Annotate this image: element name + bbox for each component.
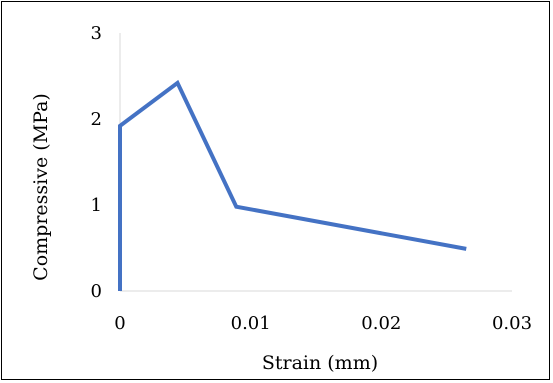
x-tick-label: 0.03 — [492, 313, 532, 334]
x-tick-label: 0.02 — [361, 313, 401, 334]
y-tick-label: 3 — [91, 23, 102, 44]
y-tick-label: 2 — [91, 109, 102, 130]
y-axis-title: Compressive (MPa) — [30, 93, 52, 281]
y-tick-labels: 0 1 2 3 — [91, 23, 102, 302]
y-tick-label: 1 — [91, 195, 102, 216]
x-tick-label: 0 — [114, 313, 125, 334]
y-tick-label: 0 — [91, 281, 102, 302]
axes — [119, 33, 512, 292]
x-tick-label: 0.01 — [231, 313, 271, 334]
x-tick-labels: 0 0.01 0.02 0.03 — [114, 313, 532, 334]
series-layer — [118, 79, 467, 291]
x-axis-title: Strain (mm) — [262, 352, 378, 374]
series-line — [118, 79, 467, 291]
